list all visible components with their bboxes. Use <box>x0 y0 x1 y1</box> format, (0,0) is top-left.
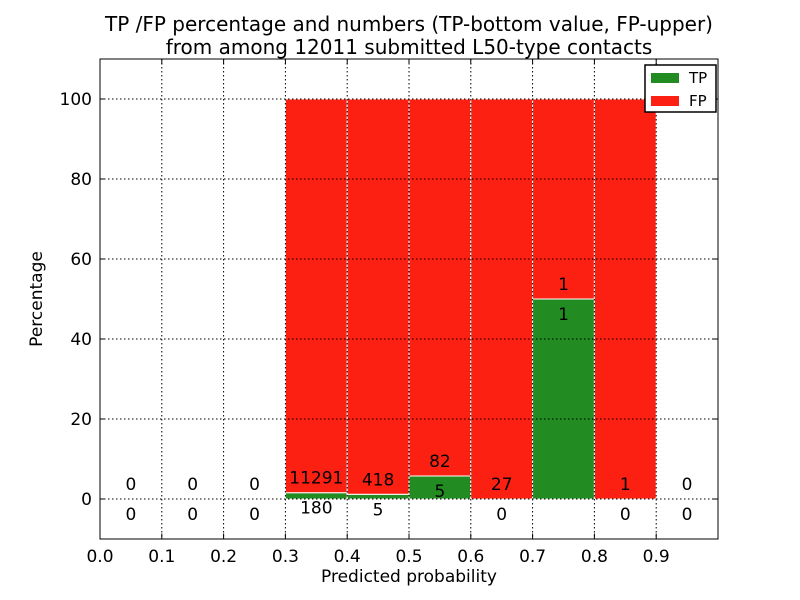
fp-count-label: 27 <box>491 475 513 495</box>
fp-count-label: 0 <box>125 475 136 495</box>
tp-count-label: 5 <box>373 500 384 520</box>
x-tick-label: 0.5 <box>395 547 422 567</box>
tp-count-label: 1 <box>558 305 569 325</box>
legend: TP FP <box>644 64 717 113</box>
y-tick-label: 60 <box>70 250 92 270</box>
legend-label-tp: TP <box>688 69 707 87</box>
y-tick-label: 40 <box>70 330 92 350</box>
tp-count-label: 5 <box>434 482 445 502</box>
x-axis-label: Predicted probability <box>321 567 497 587</box>
y-tick-label: 0 <box>81 490 92 510</box>
tp-count-label: 0 <box>682 505 693 525</box>
fp-bar-segment <box>532 98 595 300</box>
fp-count-label: 11291 <box>289 469 343 489</box>
x-tick-label: 0.1 <box>148 547 175 567</box>
grid-layer <box>100 59 718 539</box>
legend-swatch-fp <box>651 96 679 106</box>
legend-swatch-tp <box>651 73 679 83</box>
chart-title-line1: TP /FP percentage and numbers (TP-bottom… <box>104 12 713 36</box>
y-axis-label: Percentage <box>27 251 47 347</box>
tp-count-label: 180 <box>300 499 332 519</box>
fp-count-label: 0 <box>187 475 198 495</box>
y-tick-label: 80 <box>70 170 92 190</box>
tick-labels-layer: 0.0 0.1 0.2 0.3 0.4 0.5 0.6 0.7 0.8 0.9 0 20 40 60 80 1… <box>60 90 670 567</box>
fp-count-label: 1 <box>620 475 631 495</box>
count-labels-layer: 0 0 0 0 0 0 11291 180 418 5 82 5 27 0 1 1 1 0 0 0 <box>125 275 692 525</box>
fp-bar-segment <box>593 98 657 500</box>
fp-count-label: 82 <box>429 452 451 472</box>
fp-bar-segment <box>284 98 348 494</box>
legend-label-fp: FP <box>689 92 707 110</box>
x-tick-label: 0.4 <box>334 547 361 567</box>
tp-bar-segment <box>346 493 410 500</box>
y-tick-label: 100 <box>60 90 92 110</box>
x-tick-label: 0.6 <box>457 547 484 567</box>
fp-bar-segment <box>470 98 534 500</box>
fp-bar-segment <box>408 98 472 477</box>
bars-layer <box>284 98 657 500</box>
tp-bar-segment <box>532 298 595 500</box>
tp-count-label: 0 <box>125 505 136 525</box>
x-tick-label: 0.7 <box>519 547 546 567</box>
fp-count-label: 0 <box>249 475 260 495</box>
x-tick-label: 0.0 <box>86 547 113 567</box>
fp-count-label: 418 <box>362 470 394 490</box>
fp-bar-segment <box>346 98 410 495</box>
y-tick-label: 20 <box>70 410 92 430</box>
fp-count-label: 1 <box>558 275 569 295</box>
tp-count-label: 0 <box>620 505 631 525</box>
x-tick-label: 0.9 <box>643 547 670 567</box>
x-tick-label: 0.3 <box>272 547 299 567</box>
tp-count-label: 0 <box>249 505 260 525</box>
chart-title-line2: from among 12011 submitted L50-type cont… <box>166 35 653 59</box>
tp-count-label: 0 <box>496 505 507 525</box>
x-tick-label: 0.8 <box>581 547 608 567</box>
fp-count-label: 0 <box>682 475 693 495</box>
tp-count-label: 0 <box>187 505 198 525</box>
x-tick-label: 0.2 <box>210 547 237 567</box>
